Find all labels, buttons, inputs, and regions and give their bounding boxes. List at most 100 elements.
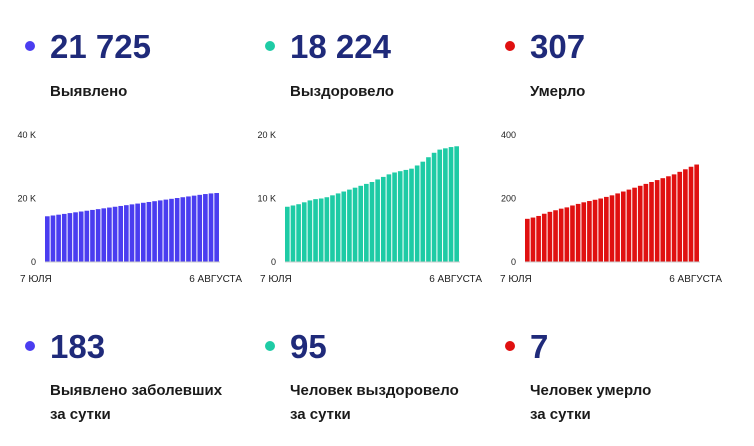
recovered-dot-icon xyxy=(265,41,275,51)
detected-bar xyxy=(180,197,186,262)
daily-died-dot-icon xyxy=(505,341,515,351)
recovered-bar xyxy=(420,161,426,262)
recovered-bar xyxy=(380,176,386,262)
detected-bar xyxy=(140,202,146,262)
detected-bar-chart: 0 20 K 40 K 7 ЮЛЯ 6 АВГУСТА xyxy=(17,130,242,285)
daily-died-label-line1: Человек умерло xyxy=(530,382,652,399)
recovered-bar xyxy=(285,206,290,262)
recovered-bar xyxy=(448,147,454,262)
died-dot-icon xyxy=(505,41,515,51)
recovered-x-start-label: 7 ЮЛЯ xyxy=(260,274,292,285)
detected-bar xyxy=(186,196,191,262)
detected-bar xyxy=(78,211,84,262)
died-bar xyxy=(536,215,541,262)
died-bar xyxy=(643,183,649,262)
detected-bar xyxy=(197,194,203,262)
died-label: Умерло xyxy=(530,83,586,100)
detected-bar xyxy=(203,194,208,262)
detected-bar xyxy=(45,216,50,262)
detected-dot-icon xyxy=(25,41,35,51)
detected-bar xyxy=(101,208,107,262)
detected-bar xyxy=(112,206,118,262)
daily-died-value: 7 xyxy=(530,328,549,365)
daily-detected-label-line1: Выявлено заболевших xyxy=(50,382,223,399)
died-value: 307 xyxy=(530,28,586,65)
detected-bar xyxy=(124,205,129,262)
died-ytick-label: 200 xyxy=(501,194,516,204)
died-bar xyxy=(553,210,558,262)
died-bar xyxy=(677,171,683,262)
daily-recovered-value: 95 xyxy=(290,328,327,365)
died-bar xyxy=(570,205,575,262)
detected-bar xyxy=(50,215,56,262)
recovered-bar xyxy=(296,204,301,262)
recovered-bar xyxy=(335,193,341,262)
died-bar xyxy=(620,191,626,262)
recovered-bar xyxy=(318,198,324,262)
daily-detected-value: 183 xyxy=(50,328,106,365)
died-bar xyxy=(530,217,536,262)
recovered-bar xyxy=(364,183,369,262)
recovered-bar xyxy=(426,157,431,262)
died-x-end-label: 6 АВГУСТА xyxy=(669,274,722,285)
recovered-bar xyxy=(290,205,296,262)
detected-bar xyxy=(73,212,78,262)
died-ytick-label: 400 xyxy=(501,130,516,140)
died-bar-chart: 0 200 400 7 ЮЛЯ 6 АВГУСТА xyxy=(500,130,722,285)
detected-bar xyxy=(174,198,180,262)
recovered-bar xyxy=(414,165,420,262)
recovered-bar xyxy=(341,191,347,262)
recovered-ytick-label: 20 K xyxy=(257,130,276,140)
died-bar xyxy=(525,218,530,262)
detected-bar xyxy=(61,213,67,262)
recovered-bar xyxy=(375,179,380,262)
detected-bar xyxy=(84,210,90,262)
recovered-bar xyxy=(301,202,307,262)
recovered-bar xyxy=(431,152,437,262)
recovered-bar xyxy=(403,169,409,262)
died-bar xyxy=(558,208,564,262)
recovered-bar xyxy=(437,149,443,262)
died-bar xyxy=(649,181,654,262)
died-bar xyxy=(592,199,598,262)
died-bar xyxy=(581,202,587,262)
recovered-ytick-label: 10 K xyxy=(257,194,276,204)
daily-recovered-label-line1: Человек выздоровело xyxy=(290,382,459,399)
died-bar xyxy=(660,178,666,262)
died-bar xyxy=(609,195,615,262)
recovered-bar xyxy=(358,185,364,262)
detected-bar xyxy=(208,193,214,262)
recovered-bar xyxy=(409,168,414,262)
recovered-bar xyxy=(313,199,318,262)
died-bar xyxy=(637,185,643,262)
detected-ytick-label: 40 K xyxy=(17,130,36,140)
died-bar xyxy=(654,180,660,262)
detected-bar xyxy=(152,201,157,262)
detected-bar xyxy=(214,193,219,262)
detected-label: Выявлено xyxy=(50,83,128,100)
died-bar xyxy=(598,198,604,262)
died-bar xyxy=(575,203,581,262)
recovered-bar xyxy=(330,195,335,262)
recovered-bar xyxy=(307,200,313,262)
detected-bar xyxy=(157,200,163,262)
detected-bar xyxy=(135,203,140,262)
detected-bar xyxy=(67,213,73,262)
died-ytick-label: 0 xyxy=(511,257,516,267)
died-bar xyxy=(604,196,609,262)
daily-detected-label-line2: за сутки xyxy=(50,406,111,423)
died-bar xyxy=(587,201,592,262)
recovered-bar xyxy=(352,187,358,262)
died-bar xyxy=(666,176,671,262)
died-bar xyxy=(547,211,553,262)
died-x-start-label: 7 ЮЛЯ xyxy=(500,274,532,285)
detected-bar xyxy=(169,198,174,262)
recovered-bar xyxy=(324,197,330,262)
detected-value: 21 725 xyxy=(50,28,151,65)
died-bar xyxy=(632,187,637,262)
daily-recovered-label-line2: за сутки xyxy=(290,406,351,423)
daily-recovered-dot-icon xyxy=(265,341,275,351)
recovered-bar-chart: 0 10 K 20 K 7 ЮЛЯ 6 АВГУСТА xyxy=(257,130,482,285)
died-bar xyxy=(564,207,570,262)
died-bar xyxy=(626,189,632,262)
